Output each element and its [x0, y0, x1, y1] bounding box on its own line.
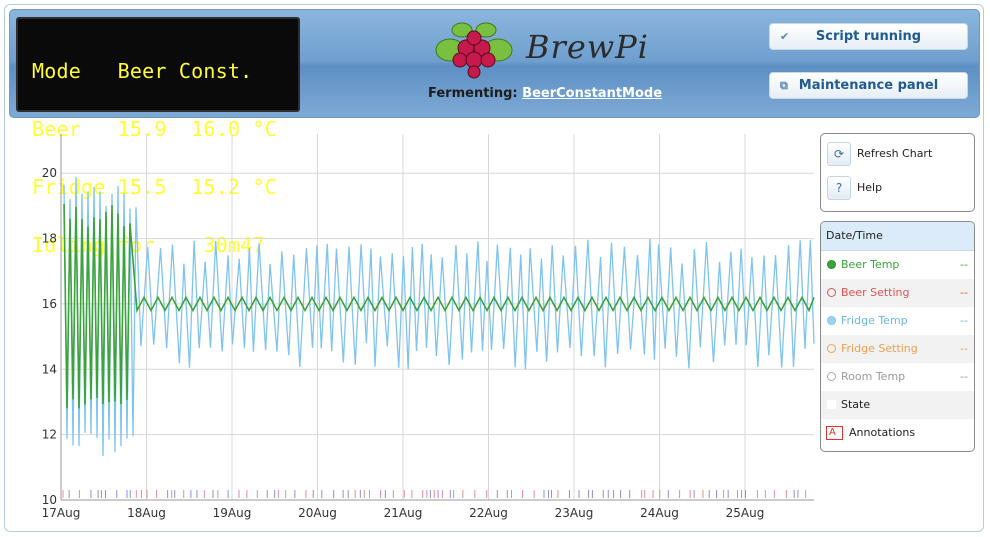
legend-item-beer-setting[interactable]: Beer Setting --	[821, 279, 974, 307]
legend-label: Fridge Temp	[841, 314, 908, 327]
x-tick-label: 21Aug	[384, 506, 423, 520]
lcd-display: Mode Beer Const. Beer 15.9 16.0 °C Fridg…	[16, 17, 300, 112]
fridge-temp-line	[64, 177, 814, 456]
x-tick-label: 24Aug	[640, 506, 679, 520]
fermenting-status: Fermenting: BeerConstantMode	[428, 86, 662, 101]
legend-value: --	[960, 307, 968, 335]
y-tick-label: 10	[42, 493, 57, 507]
lcd-line-1: Mode Beer Const.	[32, 62, 298, 82]
legend-item-beer-temp[interactable]: Beer Temp --	[821, 251, 974, 279]
legend-datetime: Date/Time	[821, 222, 974, 251]
legend-item-annotations[interactable]: A Annotations	[821, 419, 974, 447]
check-icon: ✔	[780, 24, 789, 49]
legend-value: --	[960, 335, 968, 363]
room-temp-dot-icon	[827, 372, 836, 381]
help-icon[interactable]: ?	[827, 176, 851, 200]
annotation-icon: A	[826, 426, 843, 440]
script-running-label: Script running	[816, 29, 921, 44]
y-tick-label: 18	[42, 232, 57, 246]
legend-value: --	[960, 363, 968, 391]
help-label[interactable]: Help	[857, 181, 882, 194]
x-tick-label: 18Aug	[127, 506, 166, 520]
maintenance-panel-button[interactable]: ⧉ Maintenance panel	[769, 72, 968, 99]
profile-link[interactable]: BeerConstantMode	[522, 86, 662, 101]
legend-panel: Date/Time Beer Temp -- Beer Setting -- F…	[820, 221, 975, 452]
x-tick-label: 20Aug	[298, 506, 337, 520]
fermenting-label: Fermenting:	[428, 86, 518, 101]
refresh-icon[interactable]: ⟳	[827, 142, 851, 166]
legend-item-fridge-temp[interactable]: Fridge Temp --	[821, 307, 974, 335]
window-icon: ⧉	[780, 73, 788, 98]
maintenance-label: Maintenance panel	[799, 78, 938, 93]
temperature-chart[interactable]: 10 12 14 16 18 20 17Aug 18Aug 19Aug 20Aug 21Aug 22A…	[14, 126, 818, 526]
refresh-chart-label[interactable]: Refresh Chart	[857, 147, 932, 160]
legend-label: State	[841, 398, 870, 411]
x-tick-label: 22Aug	[469, 506, 508, 520]
x-tick-label: 19Aug	[213, 506, 252, 520]
legend-item-room-temp[interactable]: Room Temp --	[821, 363, 974, 391]
brewpi-logo-text: BrewPi	[526, 28, 649, 66]
legend-label: Room Temp	[841, 370, 905, 383]
state-swatch-icon	[827, 400, 836, 409]
legend-label: Annotations	[849, 426, 915, 439]
x-tick-label: 23Aug	[555, 506, 594, 520]
legend-label: Fridge Setting	[841, 342, 918, 355]
x-tick-label: 17Aug	[42, 506, 81, 520]
chart-controls-panel: ⟳ Refresh Chart ? Help	[820, 133, 975, 212]
y-tick-label: 16	[42, 297, 57, 311]
legend-item-fridge-setting[interactable]: Fridge Setting --	[821, 335, 974, 363]
legend-item-state[interactable]: State	[821, 391, 974, 419]
y-tick-label: 14	[42, 362, 57, 376]
legend-value: --	[960, 279, 968, 307]
legend-value: --	[960, 251, 968, 279]
x-tick-label: 25Aug	[726, 506, 765, 520]
y-tick-label: 20	[42, 166, 57, 180]
legend-label: Beer Temp	[841, 258, 899, 271]
fridge-temp-dot-icon	[827, 316, 836, 325]
legend-label: Beer Setting	[841, 286, 910, 299]
fridge-setting-dot-icon	[827, 344, 836, 353]
y-tick-label: 12	[42, 428, 57, 442]
beer-setting-dot-icon	[827, 288, 836, 297]
script-running-button[interactable]: ✔ Script running	[769, 23, 968, 50]
beer-temp-dot-icon	[827, 260, 836, 269]
